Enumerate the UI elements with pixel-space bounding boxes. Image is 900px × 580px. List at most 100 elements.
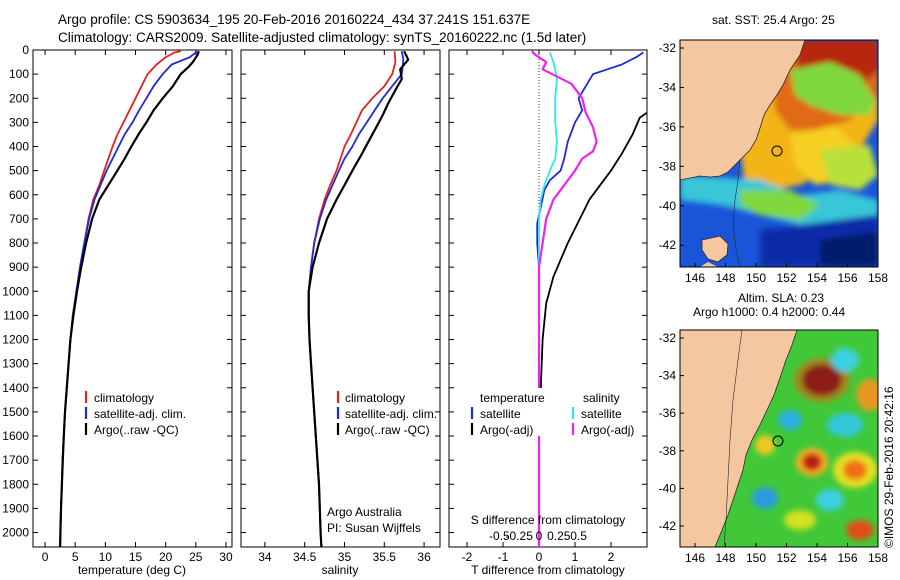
s-tick-label: 0.25	[547, 529, 571, 543]
y-tick-label: 1800	[2, 477, 29, 491]
salinity-xlabel: salinity	[322, 563, 359, 577]
legend-label-satellite: satellite-adj. clim.	[345, 407, 437, 421]
salinity-axis-ticks: 34 34.5 35 35.5 36	[241, 49, 440, 564]
legend-label-climatology: climatology	[345, 391, 405, 405]
x-tick-label: 30	[219, 550, 233, 564]
lon-tick-label: 146	[685, 271, 705, 285]
x-tick-label: 0	[42, 550, 49, 564]
x-tick-label: -2	[462, 550, 473, 564]
y-tick-label: 1900	[2, 501, 29, 515]
difference-series	[531, 50, 647, 547]
s-difference-label: S difference from climatology	[471, 513, 626, 527]
argo-location-marker	[772, 435, 784, 447]
difference-axis-ticks: -2 -1 0 1 2	[449, 49, 647, 564]
lat-tick-label: -42	[659, 519, 677, 533]
temperature-axis-ticks: 0 5 10 15 20 25 300100200300400500600700800900…	[2, 43, 233, 564]
series-line-argo-raw-qc-	[59, 50, 200, 547]
sla-map-frame	[679, 329, 879, 548]
legend-label-t-satellite: satellite	[480, 407, 521, 421]
y-tick-label: 1300	[2, 357, 29, 371]
argo-location-marker	[771, 145, 783, 157]
s-tick-label: 0	[536, 529, 543, 543]
y-tick-label: 0	[22, 43, 29, 57]
s-tick-label: -0.25	[506, 529, 534, 543]
title-line-2: Climatology: CARS2009. Satellite-adjuste…	[58, 30, 586, 45]
series-line-argo-raw-qc-	[307, 50, 410, 547]
lon-tick-label: 154	[807, 551, 827, 565]
title-line-1: Argo profile: CS 5903634_195 20-Feb-2016…	[58, 12, 530, 27]
lon-tick-label: 152	[776, 551, 796, 565]
legend-label-satellite: satellite-adj. clim.	[94, 407, 186, 421]
imos-credit: ©IMOS 29-Feb-2016 20:42:16	[882, 386, 896, 548]
s-difference-ticks: -0.5-0.25 0 0.25 0.5	[489, 529, 587, 543]
legend-label-argo: Argo(..raw -QC)	[94, 423, 179, 437]
y-tick-label: 600	[9, 188, 29, 202]
lon-tick-label: 148	[715, 551, 735, 565]
s-tick-label: -0.5	[489, 529, 510, 543]
y-tick-label: 500	[9, 164, 29, 178]
lon-tick-label: 150	[746, 271, 766, 285]
temperature-legend: climatology satellite-adj. clim. Argo(..…	[84, 391, 186, 437]
legend-label-argo: Argo(..raw -QC)	[345, 423, 430, 437]
sla-map-title-1: Altim. SLA: 0.23	[738, 291, 824, 305]
y-tick-label: 900	[9, 260, 29, 274]
sst-map-ticks: -32 -34 -36 -38 -40 -42 146 148 150 152 154 156 158	[659, 41, 889, 285]
x-tick-label: 25	[189, 550, 203, 564]
pi-note: PI: Susan Wijffels	[327, 521, 421, 535]
difference-xlabel: T difference from climatology	[471, 563, 625, 577]
lat-tick-label: -32	[659, 331, 677, 345]
temperature-xlabel: temperature (deg C)	[78, 563, 186, 577]
lat-tick-label: -38	[659, 159, 677, 173]
x-tick-label: 5	[72, 550, 79, 564]
series-line-salinity-satellite	[538, 52, 558, 547]
y-tick-label: 1100	[3, 308, 29, 322]
legend-label-s-argo: Argo(-adj)	[581, 423, 634, 437]
x-tick-label: 20	[159, 550, 173, 564]
lon-tick-label: 156	[837, 271, 857, 285]
salinity-legend: climatology satellite-adj. clim. Argo(..…	[336, 391, 437, 437]
argo-australia-note: Argo Australia	[327, 505, 402, 519]
lat-tick-label: -40	[659, 199, 677, 213]
y-tick-label: 1600	[2, 429, 29, 443]
legend-label-t-argo: Argo(-adj)	[480, 423, 533, 437]
y-tick-label: 800	[9, 236, 29, 250]
y-tick-label: 1000	[2, 284, 29, 298]
lat-tick-label: -32	[659, 41, 677, 55]
x-tick-label: 0	[536, 550, 543, 564]
lat-tick-label: -36	[659, 406, 677, 420]
y-tick-label: 300	[9, 115, 29, 129]
y-tick-label: 1200	[2, 333, 29, 347]
legend-background	[470, 388, 630, 436]
lat-tick-label: -42	[659, 238, 677, 252]
y-tick-label: 1500	[2, 405, 29, 419]
x-tick-label: -1	[498, 550, 509, 564]
legend-temperature-title: temperature	[480, 391, 545, 405]
temperature-panel	[32, 49, 233, 548]
y-tick-label: 2000	[2, 526, 29, 540]
x-tick-label: 10	[99, 550, 113, 564]
lat-tick-label: -36	[659, 120, 677, 134]
lat-tick-label: -34	[659, 80, 677, 94]
x-tick-label: 36	[417, 550, 431, 564]
y-tick-label: 1700	[2, 453, 29, 467]
lat-tick-label: -40	[659, 481, 677, 495]
x-tick-label: 34	[258, 550, 272, 564]
lon-tick-label: 148	[715, 271, 735, 285]
sla-map-title-2: Argo h1000: 0.4 h2000: 0.44	[693, 305, 845, 319]
lon-tick-label: 150	[746, 551, 766, 565]
x-tick-label: 1	[572, 550, 579, 564]
temperature-series	[59, 50, 200, 547]
salinity-panel	[240, 49, 441, 548]
sla-map-ticks: -32 -34 -36 -38 -40 -42 146 148 150 152 154 156 158	[659, 331, 889, 565]
x-tick-label: 2	[608, 550, 615, 564]
sst-map	[680, 40, 878, 267]
lon-tick-label: 146	[685, 551, 705, 565]
lon-tick-label: 156	[837, 551, 857, 565]
lon-tick-label: 158	[868, 551, 888, 565]
y-tick-label: 400	[9, 140, 29, 154]
difference-legend: temperature salinity satellite Argo(-adj…	[470, 388, 634, 437]
salinity-series	[307, 50, 410, 547]
y-tick-label: 1400	[2, 381, 29, 395]
y-tick-label: 200	[9, 91, 29, 105]
